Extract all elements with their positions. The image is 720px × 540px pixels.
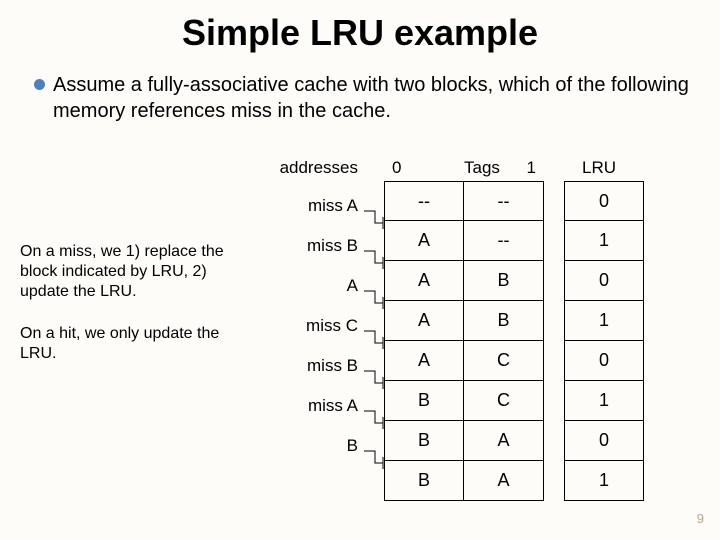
table-row: BA1 — [384, 461, 644, 501]
cell-lru: 0 — [564, 181, 644, 221]
explanation-p2: On a hit, we only update the LRU. — [20, 324, 230, 364]
address-row: miss C — [258, 306, 362, 346]
address-row: A — [258, 266, 362, 306]
explanation-p1: On a miss, we 1) replace the block indic… — [20, 242, 230, 302]
cell-lru: 0 — [564, 261, 644, 301]
table-row: AC0 — [384, 341, 644, 381]
table-head-tags: Tags — [464, 158, 474, 178]
table-head-tag1: 1 — [474, 158, 544, 178]
cell-tag0: A — [384, 221, 464, 261]
cell-tag1: A — [464, 461, 544, 501]
cell-tag0: B — [384, 421, 464, 461]
cell-tag1: -- — [464, 181, 544, 221]
cell-tag1: A — [464, 421, 544, 461]
bullet-item: Assume a fully-associative cache with tw… — [34, 72, 700, 124]
cell-tag0: A — [384, 261, 464, 301]
table-row: AB0 — [384, 261, 644, 301]
page-number: 9 — [697, 511, 704, 526]
cell-tag0: A — [384, 301, 464, 341]
cell-lru: 1 — [564, 221, 644, 261]
cell-tag1: B — [464, 261, 544, 301]
bullet-text: Assume a fully-associative cache with tw… — [53, 72, 700, 124]
table-row: BC1 — [384, 381, 644, 421]
cell-lru: 0 — [564, 341, 644, 381]
cell-lru: 0 — [564, 421, 644, 461]
cell-tag1: B — [464, 301, 544, 341]
table-head-lru: LRU — [544, 158, 644, 178]
table-body: ----0A--1AB0AB1AC0BC1BA0BA1 — [384, 181, 644, 501]
table-row: AB1 — [384, 301, 644, 341]
cell-tag0: -- — [384, 181, 464, 221]
cell-lru: 1 — [564, 381, 644, 421]
address-row: miss B — [258, 346, 362, 386]
cache-table: 0 Tags 1 LRU ----0A--1AB0AB1AC0BC1BA0BA1 — [384, 158, 644, 501]
address-row: miss A — [258, 386, 362, 426]
addresses-column: addresses miss Amiss BAmiss Cmiss Bmiss … — [258, 158, 362, 466]
cell-tag1: -- — [464, 221, 544, 261]
addresses-header: addresses — [258, 158, 362, 178]
table-head-tag0: 0 — [384, 158, 464, 178]
table-row: ---- 0 — [384, 181, 644, 221]
cell-tag0: A — [384, 341, 464, 381]
address-row: B — [258, 426, 362, 466]
table-header: 0 Tags 1 LRU — [384, 158, 644, 178]
cell-tag0: B — [384, 461, 464, 501]
slide-title: Simple LRU example — [0, 0, 720, 54]
address-row: miss A — [258, 186, 362, 226]
cell-lru: 1 — [564, 461, 644, 501]
bullet-icon — [34, 79, 45, 90]
cell-tag1: C — [464, 341, 544, 381]
table-row: A-- 1 — [384, 221, 644, 261]
explanation-text: On a miss, we 1) replace the block indic… — [20, 242, 230, 364]
cell-lru: 1 — [564, 301, 644, 341]
address-row: miss B — [258, 226, 362, 266]
table-row: BA0 — [384, 421, 644, 461]
cell-tag1: C — [464, 381, 544, 421]
cell-tag0: B — [384, 381, 464, 421]
